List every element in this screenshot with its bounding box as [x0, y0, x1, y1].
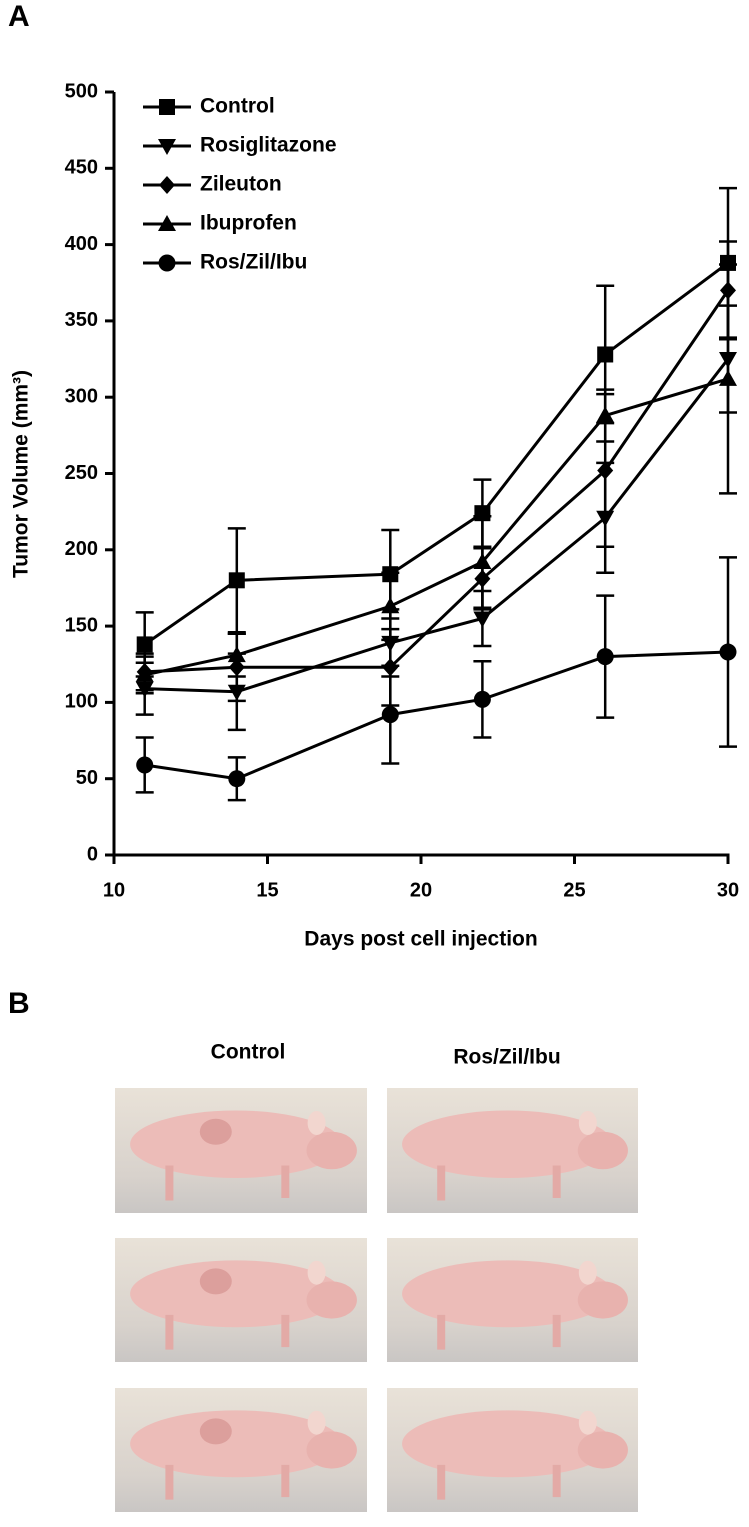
- mouse-leg: [437, 1464, 446, 1500]
- legend-marker: [158, 254, 176, 272]
- legend-label: Rosiglitazone: [200, 134, 337, 157]
- y-tick-label: 300: [65, 385, 98, 407]
- legend-label: Control: [200, 95, 275, 118]
- mouse-ear: [307, 1111, 326, 1135]
- mouse-ear: [307, 1410, 326, 1435]
- legend-label: Zileuton: [200, 173, 282, 196]
- legend-label: Ros/Zil/Ibu: [200, 251, 307, 274]
- tumor: [199, 1268, 232, 1295]
- y-tick-label: 350: [65, 309, 98, 331]
- mouse-leg: [552, 1165, 561, 1198]
- mouse-body: [130, 1410, 342, 1478]
- marker: [473, 690, 491, 708]
- legend-marker: [158, 139, 176, 155]
- marker: [227, 646, 246, 663]
- series-line: [144, 358, 730, 694]
- mouse-leg: [552, 1314, 561, 1348]
- tumor: [199, 1118, 232, 1145]
- y-tick-label: 150: [65, 614, 98, 636]
- x-axis-label: Days post cell injection: [304, 928, 537, 951]
- mouse-head: [577, 1281, 628, 1319]
- mouse-leg: [165, 1314, 174, 1350]
- mouse-leg: [165, 1165, 174, 1201]
- panel-label: A: [8, 0, 30, 33]
- marker: [473, 611, 492, 628]
- marker: [228, 572, 245, 589]
- marker: [136, 636, 153, 653]
- mouse-ear: [578, 1111, 597, 1135]
- mouse-head: [577, 1131, 628, 1170]
- y-tick-label: 500: [65, 80, 98, 102]
- legend-label: Ibuprofen: [200, 212, 297, 235]
- mouse-body: [130, 1260, 342, 1328]
- marker: [381, 706, 399, 724]
- series-line: [143, 261, 729, 646]
- mouse-leg: [165, 1464, 174, 1500]
- mouse-head: [306, 1281, 357, 1319]
- marker: [597, 461, 614, 480]
- legend-marker: [159, 176, 175, 194]
- y-tick-label: 250: [65, 462, 98, 484]
- y-tick-label: 50: [76, 767, 98, 789]
- x-tick-label: 20: [410, 879, 432, 901]
- marker: [596, 648, 614, 666]
- x-tick-label: 25: [563, 879, 585, 901]
- photo-grid: [115, 1088, 638, 1512]
- mouse-leg: [552, 1464, 561, 1498]
- series-line: [144, 289, 730, 674]
- column-header: Ros/Zil/Ibu: [453, 1046, 560, 1069]
- y-tick-label: 200: [65, 538, 98, 560]
- legend-marker: [159, 99, 175, 115]
- mouse-leg: [281, 1464, 290, 1498]
- marker: [596, 406, 615, 423]
- column-header: Control: [211, 1041, 286, 1064]
- marker: [135, 665, 154, 682]
- marker: [136, 756, 154, 774]
- y-tick-label: 450: [65, 157, 98, 179]
- marker: [719, 643, 737, 661]
- mouse-leg: [281, 1314, 290, 1348]
- marker: [381, 597, 400, 614]
- mouse-ear: [307, 1260, 326, 1285]
- series-line: [144, 377, 729, 677]
- y-axis-label: Tumor Volume (mm³): [10, 370, 33, 578]
- marker: [473, 553, 492, 570]
- series-line: [144, 650, 729, 781]
- marker: [228, 770, 246, 788]
- x-tick-label: 10: [103, 879, 125, 901]
- mouse-body: [130, 1110, 342, 1178]
- mouse-ear: [578, 1260, 597, 1285]
- mouse-head: [306, 1431, 357, 1469]
- mouse-leg: [437, 1165, 446, 1201]
- panel-label: B: [8, 987, 30, 1020]
- mouse-body: [402, 1110, 613, 1178]
- mouse-body: [402, 1410, 613, 1478]
- mouse-leg: [437, 1314, 446, 1350]
- x-tick-label: 15: [256, 879, 278, 901]
- mouse-leg: [281, 1165, 290, 1198]
- tumor: [199, 1418, 232, 1445]
- y-tick-label: 0: [87, 843, 98, 865]
- y-tick-label: 400: [65, 233, 98, 255]
- mouse-head: [306, 1131, 357, 1170]
- mouse-body: [402, 1260, 613, 1328]
- y-tick-label: 100: [65, 691, 98, 713]
- marker: [719, 369, 737, 386]
- marker: [597, 346, 614, 363]
- x-tick-label: 30: [717, 879, 739, 901]
- legend-marker: [158, 215, 176, 231]
- mouse-head: [577, 1431, 628, 1469]
- mouse-ear: [578, 1410, 597, 1435]
